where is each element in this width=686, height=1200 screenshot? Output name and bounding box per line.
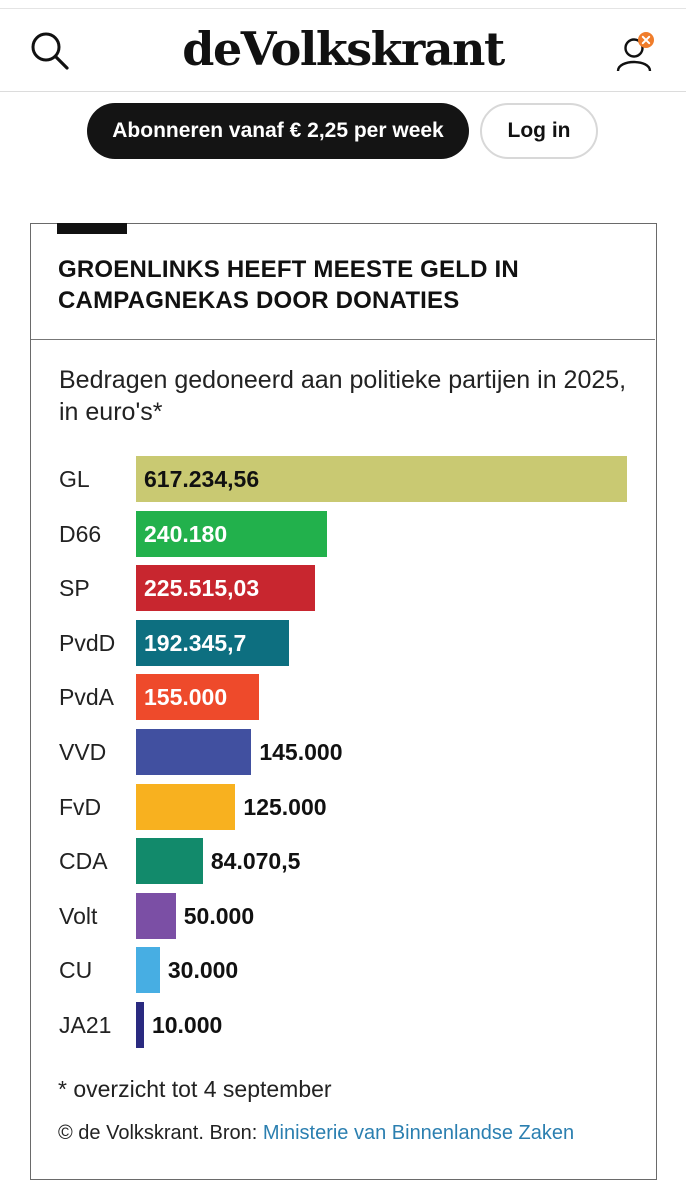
bar-gl — [136, 456, 627, 502]
user-icon[interactable] — [614, 31, 658, 77]
chart-footnote: * overzicht tot 4 september — [58, 1076, 332, 1102]
chart-source: © de Volkskrant. Bron: Ministerie van Bi… — [58, 1122, 574, 1145]
subscribe-button[interactable]: Abonneren vanaf € 2,25 per week — [87, 103, 469, 159]
category-label-cu: CU — [59, 957, 93, 984]
category-label-fvd: FvD — [59, 793, 102, 820]
category-label-pvdd: PvdD — [59, 629, 116, 656]
chart-subtitle: Bedragen gedoneerd aan politieke partije… — [59, 366, 627, 426]
category-label-ja21: JA21 — [59, 1012, 112, 1038]
bar-cu — [136, 947, 160, 994]
category-label-pvda: PvdA — [59, 684, 114, 711]
bar-volt — [136, 892, 176, 939]
bar-fvd — [136, 783, 236, 830]
bar-chart: GL 617.234,56 D66 240.180 SP 225.515,03 PvdD 19… — [31, 224, 658, 1181]
value-label-gl: 617.234,56 — [144, 466, 260, 492]
value-label-cu: 30.000 — [167, 957, 239, 984]
bar-vvd — [136, 729, 252, 775]
value-label-sp: 225.515,03 — [144, 575, 260, 602]
category-label-vvd: VVD — [59, 739, 107, 765]
bar-d66 — [136, 510, 328, 557]
source-prefix: © de Volkskrant. Bron: — [58, 1122, 263, 1144]
value-label-pvda: 155.000 — [144, 684, 228, 711]
bar-pvda — [136, 674, 260, 721]
value-label-vvd: 145.000 — [259, 739, 343, 765]
value-label-volt: 50.000 — [183, 902, 255, 929]
chart-title: GROENLINKS HEEFT MEESTE GELD IN CAMPAGNE… — [58, 256, 519, 314]
category-label-volt: Volt — [59, 902, 98, 929]
accent-bar — [57, 223, 127, 234]
site-header: deVolkskrant — [0, 9, 686, 91]
value-label-fvd: 125.000 — [243, 793, 327, 820]
title-divider — [31, 339, 655, 340]
value-label-ja21: 10.000 — [151, 1012, 223, 1038]
value-label-pvdd: 192.345,7 — [144, 629, 247, 656]
top-divider — [0, 8, 686, 9]
header-divider — [0, 91, 686, 92]
category-label-cda: CDA — [59, 848, 108, 875]
category-label-sp: SP — [59, 575, 90, 602]
value-label-cda: 84.070,5 — [210, 848, 301, 875]
source-link[interactable]: Ministerie van Binnenlandse Zaken — [262, 1122, 575, 1144]
chart-card: GROENLINKS HEEFT MEESTE GELD IN CAMPAGNE… — [30, 223, 657, 1180]
value-label-d66: 240.180 — [144, 520, 228, 547]
bar-pvdd — [136, 619, 289, 666]
bar-sp — [136, 565, 316, 612]
search-icon[interactable] — [28, 29, 72, 73]
category-label-gl: GL — [59, 466, 90, 492]
bar-ja21 — [136, 1002, 144, 1048]
login-button[interactable]: Log in — [480, 103, 598, 159]
bar-cda — [136, 838, 203, 885]
category-label-d66: D66 — [59, 520, 102, 547]
site-logo[interactable]: deVolkskrant — [182, 22, 505, 76]
